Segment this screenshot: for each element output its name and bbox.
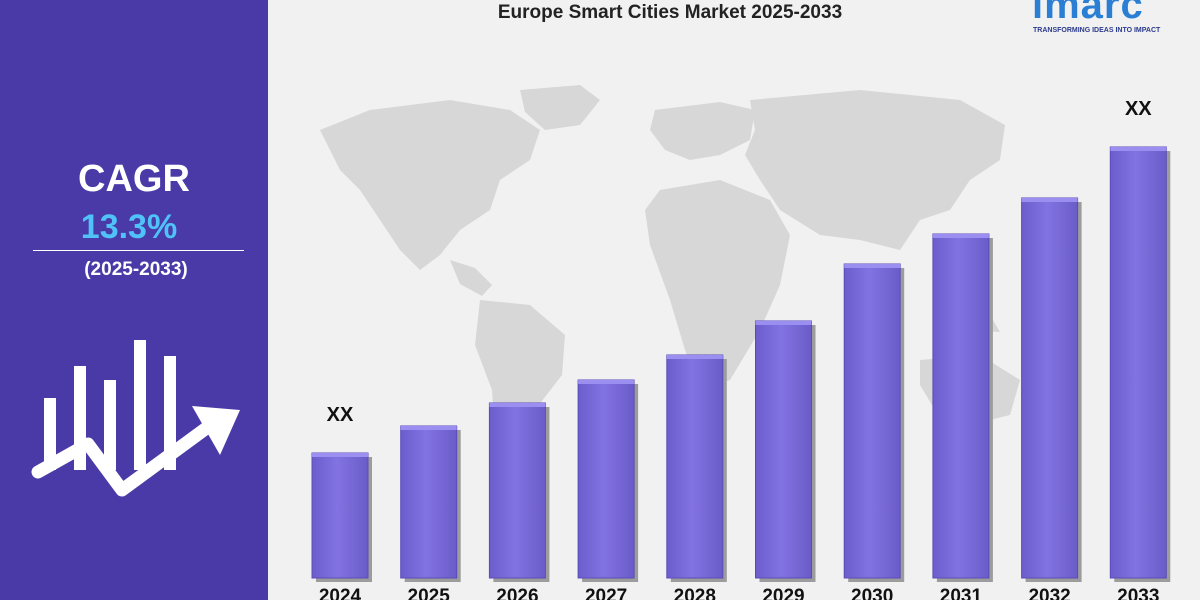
bar-2028: [666, 354, 724, 579]
bar-2030: [843, 263, 901, 579]
bar-cap-2033: [1110, 147, 1167, 151]
x-tick-label: 2033: [1117, 586, 1159, 600]
x-tick-label: 2032: [1028, 586, 1070, 600]
brand-logo: imarc TRANSFORMING IDEAS INTO IMPACT: [1030, 0, 1200, 40]
bar-2026: [488, 402, 546, 579]
bar-2032: [1021, 197, 1079, 579]
bar-2033: [1109, 146, 1167, 579]
value-annotation: XX: [327, 404, 354, 426]
divider: [33, 250, 244, 251]
x-tick-label: 2025: [408, 586, 451, 600]
x-tick-label: 2024: [319, 586, 362, 600]
bar-cap-2026: [489, 403, 546, 407]
bar-cap-2029: [755, 321, 812, 325]
bar-cap-2031: [932, 234, 989, 238]
bar-2025: [400, 425, 458, 579]
growth-chart-arrow-icon: [31, 340, 240, 497]
cagr-label: CAGR: [78, 158, 190, 200]
bar-cap-2025: [400, 426, 457, 430]
brand-name: imarc: [1032, 0, 1144, 27]
bar-chart: 2024 2025 2026 2027 2028 2029 2030 2031 2032 2033…: [311, 100, 1171, 600]
bar-cap-2028: [666, 355, 723, 359]
x-tick-label: 2027: [585, 586, 627, 600]
bar-cap-2024: [312, 453, 368, 457]
world-map-background: [320, 85, 1020, 442]
x-tick-label: 2029: [762, 586, 804, 600]
cagr-period: (2025-2033): [84, 259, 188, 280]
bar-2029: [755, 320, 812, 579]
bar-cap-2030: [844, 264, 901, 268]
value-annotation: XX: [1125, 100, 1152, 120]
x-tick-label: 2031: [940, 586, 983, 600]
cagr-value: 13.3%: [80, 208, 178, 246]
bar-2027: [577, 379, 635, 579]
x-tick-label: 2030: [851, 586, 893, 600]
x-tick-label: 2028: [674, 586, 716, 600]
bar-cap-2027: [578, 380, 635, 384]
x-tick-label: 2026: [496, 586, 538, 600]
cagr-panel: CAGR 13.3% (2025-2033): [0, 0, 268, 600]
bar-2024: [311, 452, 369, 579]
bar-cap-2032: [1021, 198, 1078, 202]
bar-2031: [932, 233, 990, 579]
brand-tagline: TRANSFORMING IDEAS INTO IMPACT: [1033, 27, 1161, 34]
chart-title: Europe Smart Cities Market 2025-2033: [497, 2, 843, 23]
